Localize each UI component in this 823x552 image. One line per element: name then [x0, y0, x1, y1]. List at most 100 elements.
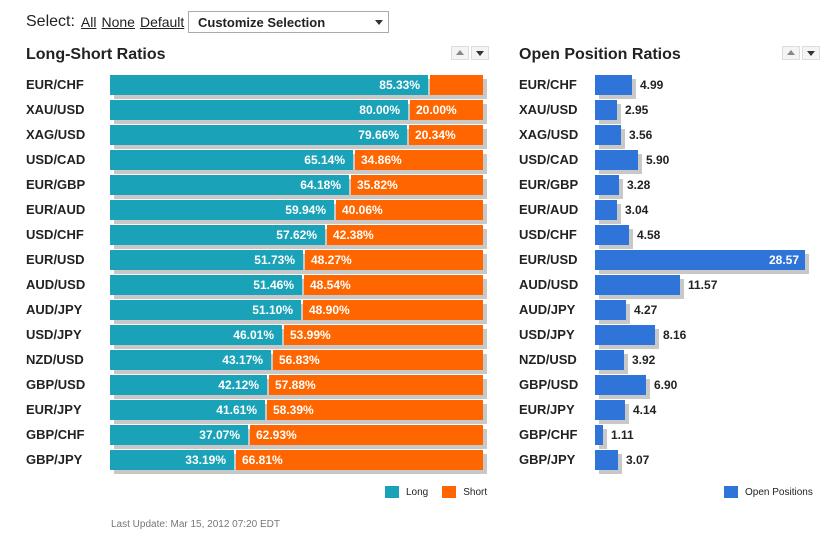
op-bar-shadow-gbp-chf: [599, 429, 607, 449]
ls-category-label-aud-jpy: AUD/JPY: [26, 302, 83, 317]
op-bar-eur-jpy: [595, 400, 625, 420]
ls-short-value-xau-usd: 20.00%: [416, 103, 457, 117]
op-bar-aud-usd: [595, 275, 680, 295]
sort-descending-button[interactable]: [471, 46, 489, 60]
ls-long-bar-xau-usd: [110, 100, 408, 120]
op-category-label-usd-chf: USD/CHF: [519, 227, 577, 242]
sort-ascending-button[interactable]: [451, 46, 469, 60]
select-label: Select:: [26, 13, 75, 30]
op-bar-eur-chf: [595, 75, 632, 95]
op-bar-nzd-usd: [595, 350, 624, 370]
op-value-aud-usd: 11.57: [688, 278, 718, 292]
op-category-label-gbp-jpy: GBP/JPY: [519, 452, 576, 467]
ls-long-value-eur-aud: 59.94%: [285, 203, 326, 217]
ls-short-bar-nzd-usd: [273, 350, 483, 370]
legend-long-label: Long: [406, 486, 429, 498]
sort-down-icon: [807, 51, 815, 56]
op-value-aud-jpy: 4.27: [634, 303, 658, 317]
op-value-gbp-jpy: 3.07: [626, 453, 650, 467]
op-bar-usd-chf: [595, 225, 629, 245]
ls-short-value-gbp-chf: 62.93%: [256, 428, 297, 442]
op-value-eur-jpy: 4.14: [633, 403, 657, 417]
ls-category-label-usd-jpy: USD/JPY: [26, 327, 82, 342]
ls-short-bar-eur-chf: [430, 75, 483, 95]
ls-short-value-nzd-usd: 56.83%: [279, 353, 320, 367]
open-position-sort-controls: [782, 46, 822, 60]
ls-long-bar-eur-aud: [110, 200, 334, 220]
op-value-eur-usd: 28.57: [768, 253, 799, 267]
op-bar-usd-cad: [595, 150, 638, 170]
ls-long-value-aud-usd: 51.46%: [253, 278, 294, 292]
ls-short-value-eur-jpy: 58.39%: [273, 403, 314, 417]
ls-category-label-xau-usd: XAU/USD: [26, 102, 85, 117]
customize-selection-dropdown[interactable]: Customize Selection: [188, 11, 389, 33]
ls-category-label-eur-jpy: EUR/JPY: [26, 402, 82, 417]
op-value-nzd-usd: 3.92: [632, 353, 656, 367]
op-value-eur-gbp: 3.28: [627, 178, 651, 192]
ls-long-value-usd-chf: 57.62%: [276, 228, 317, 242]
op-category-label-xau-usd: XAU/USD: [519, 102, 578, 117]
legend-short-label: Short: [463, 486, 488, 498]
ls-long-value-eur-gbp: 64.18%: [300, 178, 341, 192]
ls-long-bar-aud-jpy: [110, 300, 301, 320]
ls-category-label-gbp-jpy: GBP/JPY: [26, 452, 83, 467]
long-short-sort-controls: [451, 46, 491, 60]
ls-category-label-usd-cad: USD/CAD: [26, 152, 86, 167]
op-category-label-eur-usd: EUR/USD: [519, 252, 578, 267]
sort-ascending-button[interactable]: [782, 46, 800, 60]
op-bar-eur-gbp: [595, 175, 619, 195]
ls-long-value-xau-usd: 80.00%: [359, 103, 400, 117]
op-category-label-gbp-usd: GBP/USD: [519, 377, 579, 392]
op-value-usd-jpy: 8.16: [663, 328, 687, 342]
sort-descending-button[interactable]: [802, 46, 820, 60]
op-value-eur-aud: 3.04: [625, 203, 649, 217]
op-value-eur-chf: 4.99: [640, 78, 664, 92]
long-short-legend: Long Short: [385, 486, 487, 498]
open-position-title: Open Position Ratios: [519, 46, 681, 63]
op-category-label-eur-jpy: EUR/JPY: [519, 402, 575, 417]
select-all-link[interactable]: All: [80, 14, 97, 30]
ls-long-value-usd-cad: 65.14%: [304, 153, 345, 167]
ls-category-label-eur-gbp: EUR/GBP: [26, 177, 86, 192]
ls-category-label-xag-usd: XAG/USD: [26, 127, 86, 142]
legend-open-positions-swatch: [724, 486, 738, 498]
ls-short-bar-eur-usd: [305, 250, 483, 270]
ls-short-value-eur-usd: 48.27%: [311, 253, 352, 267]
ls-short-bar-eur-gbp: [351, 175, 483, 195]
ls-category-label-gbp-chf: GBP/CHF: [26, 427, 85, 442]
ls-long-bar-aud-usd: [110, 275, 302, 295]
ls-long-value-eur-chf: 85.33%: [379, 78, 420, 92]
op-value-xag-usd: 3.56: [629, 128, 653, 142]
ls-category-label-eur-chf: EUR/CHF: [26, 77, 84, 92]
op-value-usd-cad: 5.90: [646, 153, 670, 167]
ls-short-value-aud-jpy: 48.90%: [309, 303, 350, 317]
sort-up-icon: [456, 50, 464, 55]
ls-short-bar-usd-cad: [355, 150, 483, 170]
ls-short-bar-gbp-usd: [269, 375, 483, 395]
ls-long-bar-eur-usd: [110, 250, 303, 270]
ls-long-bar-xag-usd: [110, 125, 407, 145]
ls-short-bar-gbp-chf: [250, 425, 483, 445]
op-category-label-aud-usd: AUD/USD: [519, 277, 579, 292]
ls-short-value-gbp-usd: 57.88%: [275, 378, 316, 392]
ls-short-bar-aud-usd: [304, 275, 483, 295]
op-bar-aud-jpy: [595, 300, 626, 320]
op-category-label-aud-jpy: AUD/JPY: [519, 302, 576, 317]
op-category-label-gbp-chf: GBP/CHF: [519, 427, 578, 442]
op-value-xau-usd: 2.95: [625, 103, 649, 117]
ls-long-bar-gbp-chf: [110, 425, 248, 445]
ls-long-bar-nzd-usd: [110, 350, 271, 370]
legend-open-positions-label: Open Positions: [745, 486, 813, 498]
ls-long-value-aud-jpy: 51.10%: [252, 303, 293, 317]
select-none-link[interactable]: None: [101, 14, 135, 30]
ls-long-value-eur-jpy: 41.61%: [216, 403, 257, 417]
op-value-gbp-chf: 1.11: [611, 428, 634, 442]
ls-short-value-eur-aud: 40.06%: [342, 203, 383, 217]
sort-down-icon: [476, 51, 484, 56]
ls-long-bar-usd-cad: [110, 150, 353, 170]
ls-long-bar-usd-chf: [110, 225, 325, 245]
ls-long-value-gbp-jpy: 33.19%: [185, 453, 226, 467]
ls-category-label-eur-aud: EUR/AUD: [26, 202, 86, 217]
select-default-link[interactable]: Default: [139, 14, 185, 30]
op-category-label-usd-jpy: USD/JPY: [519, 327, 575, 342]
